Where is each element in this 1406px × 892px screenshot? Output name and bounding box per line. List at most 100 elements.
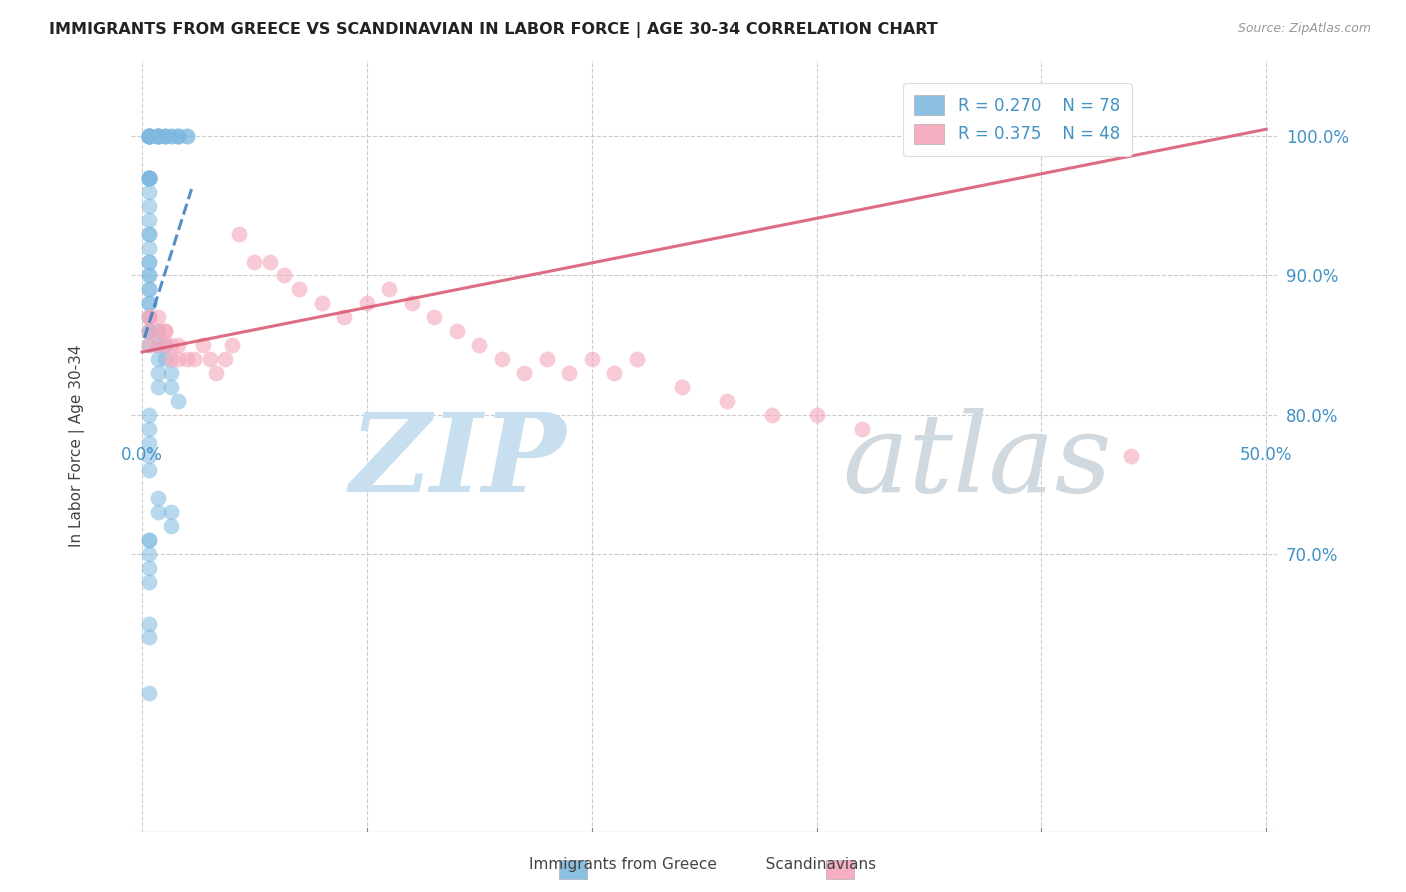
Point: [333, 310, 356, 325]
Point: [138, 282, 160, 296]
Point: [138, 212, 160, 227]
Point: [167, 351, 190, 366]
Point: [167, 338, 190, 352]
Point: [160, 519, 183, 533]
Point: [198, 351, 221, 366]
Point: [146, 380, 169, 394]
Point: [138, 686, 160, 700]
Point: [138, 324, 160, 338]
Point: [138, 227, 160, 241]
Point: [138, 533, 160, 547]
Point: [146, 338, 169, 352]
Point: [138, 338, 160, 352]
Point: [138, 450, 160, 464]
Point: [138, 129, 160, 144]
Point: [138, 199, 160, 213]
Point: [138, 296, 160, 310]
Point: [221, 338, 243, 352]
Point: [138, 254, 160, 268]
Point: [138, 338, 160, 352]
Point: [138, 171, 160, 186]
Point: [176, 129, 198, 144]
Point: [160, 338, 183, 352]
Point: [160, 351, 183, 366]
Point: [356, 296, 378, 310]
Point: [138, 296, 160, 310]
Text: atlas: atlas: [842, 408, 1111, 516]
Point: [146, 351, 169, 366]
Point: [146, 129, 169, 144]
Point: [378, 282, 401, 296]
Point: [153, 324, 176, 338]
Point: [146, 338, 169, 352]
Point: [138, 171, 160, 186]
Point: [243, 254, 266, 268]
Point: [138, 561, 160, 575]
Point: [167, 393, 190, 408]
Point: [160, 366, 183, 380]
Point: [167, 129, 190, 144]
Point: [138, 631, 160, 645]
Point: [513, 366, 536, 380]
Point: [138, 435, 160, 450]
Text: Source: ZipAtlas.com: Source: ZipAtlas.com: [1237, 22, 1371, 36]
Point: [446, 324, 468, 338]
Text: Immigrants from Greece          Scandinavians: Immigrants from Greece Scandinavians: [530, 857, 876, 872]
Point: [176, 351, 198, 366]
Point: [138, 129, 160, 144]
Point: [138, 129, 160, 144]
Point: [146, 129, 169, 144]
Point: [138, 282, 160, 296]
Y-axis label: In Labor Force | Age 30-34: In Labor Force | Age 30-34: [69, 344, 84, 548]
Point: [536, 351, 558, 366]
Point: [806, 408, 828, 422]
Bar: [827, 860, 855, 880]
Point: [558, 366, 581, 380]
Point: [153, 129, 176, 144]
Point: [851, 421, 873, 435]
Point: [138, 310, 160, 325]
Point: [138, 241, 160, 255]
Point: [259, 254, 281, 268]
Point: [138, 324, 160, 338]
Point: [146, 324, 169, 338]
Point: [138, 310, 160, 325]
Point: [288, 282, 311, 296]
Point: [146, 129, 169, 144]
Text: ZIP: ZIP: [350, 408, 567, 516]
Point: [401, 296, 423, 310]
Point: [716, 393, 738, 408]
Point: [214, 351, 236, 366]
Point: [626, 351, 648, 366]
Point: [581, 351, 603, 366]
Point: [138, 129, 160, 144]
Point: [160, 129, 183, 144]
Point: [160, 129, 183, 144]
Text: 50.0%: 50.0%: [1240, 446, 1292, 464]
Point: [138, 547, 160, 561]
Point: [138, 574, 160, 589]
Point: [671, 380, 693, 394]
Point: [423, 310, 446, 325]
Point: [138, 171, 160, 186]
Point: [160, 505, 183, 519]
Point: [138, 171, 160, 186]
Point: [138, 421, 160, 435]
Point: [138, 268, 160, 283]
Point: [273, 268, 295, 283]
Text: 0.0%: 0.0%: [121, 446, 163, 464]
Point: [146, 129, 169, 144]
Point: [153, 129, 176, 144]
Point: [167, 129, 190, 144]
Point: [176, 129, 198, 144]
Point: [603, 366, 626, 380]
Point: [491, 351, 513, 366]
Point: [146, 324, 169, 338]
Point: [138, 129, 160, 144]
Point: [138, 227, 160, 241]
Point: [138, 129, 160, 144]
Point: [138, 310, 160, 325]
Point: [146, 310, 169, 325]
Point: [138, 171, 160, 186]
Point: [138, 268, 160, 283]
